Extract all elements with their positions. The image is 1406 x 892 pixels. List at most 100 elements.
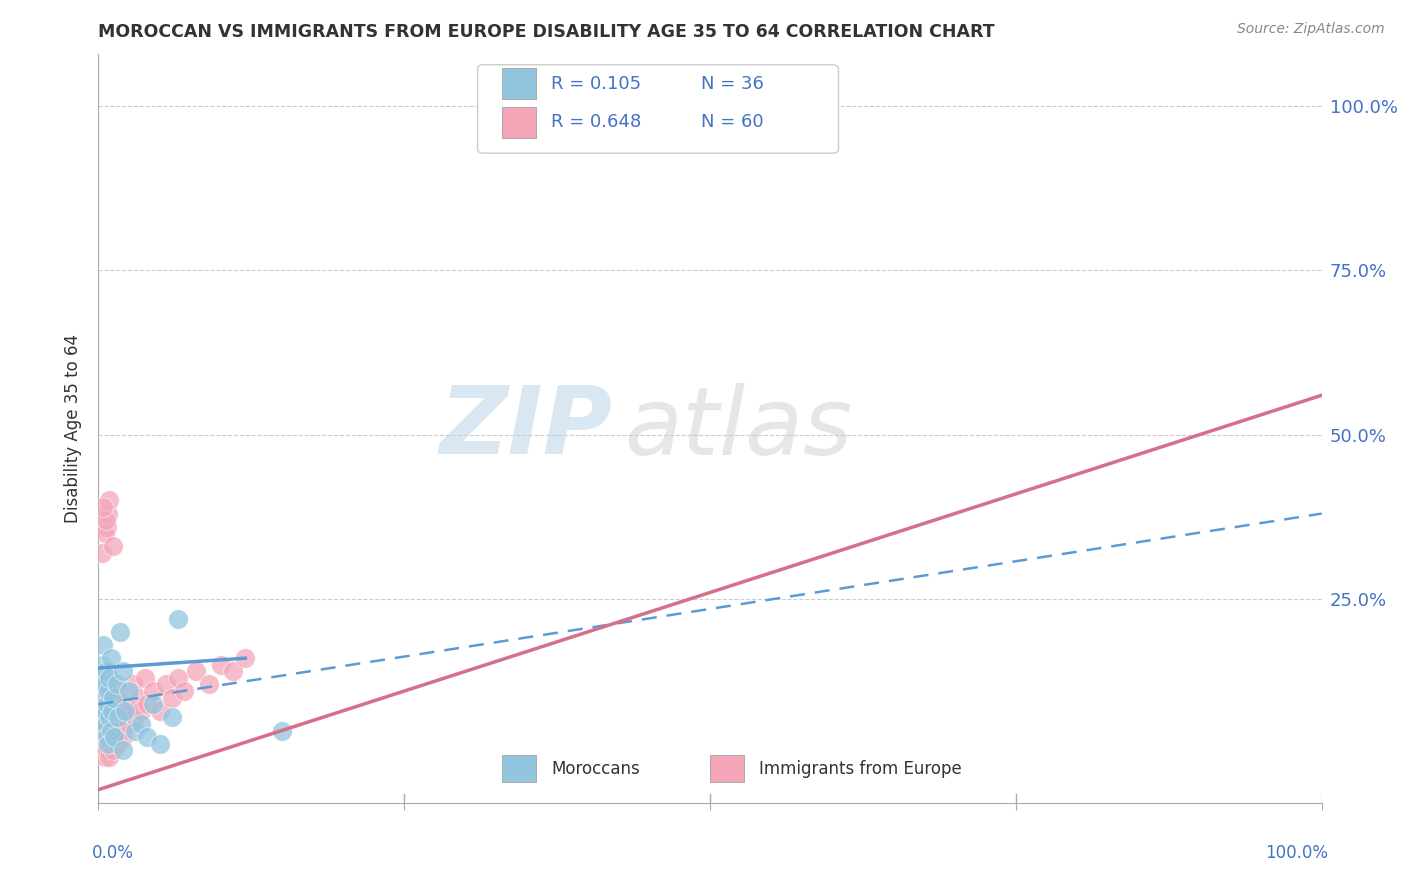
Point [97,507,120,521]
Point [118,684,141,698]
Point [111,730,134,744]
Point [94,717,117,731]
Point [121,677,143,691]
Point [233,651,256,665]
Point [101,723,124,738]
Point [93,723,115,738]
Point [167,612,190,626]
Point [111,704,134,718]
Point [101,540,124,554]
Point [111,665,134,679]
Point [149,737,172,751]
Point [96,730,118,744]
Point [98,671,121,685]
Point [90,730,112,744]
Point [155,677,177,691]
Point [107,710,129,724]
Point [96,743,118,757]
Point [100,690,122,705]
Point [134,671,156,685]
Point [93,723,115,738]
Text: MOROCCAN VS IMMIGRANTS FROM EUROPE DISABILITY AGE 35 TO 64 CORRELATION CHART: MOROCCAN VS IMMIGRANTS FROM EUROPE DISAB… [98,23,995,41]
Point [114,704,136,718]
Point [110,624,132,639]
Point [136,697,159,711]
Point [107,684,129,698]
Text: 0.0%: 0.0% [93,844,134,862]
Point [101,743,124,757]
Point [160,710,183,724]
Point [103,730,125,744]
Point [96,697,118,711]
Point [98,493,121,508]
Point [100,723,122,738]
Text: atlas: atlas [624,383,852,474]
FancyBboxPatch shape [502,107,536,138]
Point [91,737,114,751]
Text: ZIP: ZIP [439,382,612,475]
Point [94,513,117,527]
Point [91,657,114,672]
Text: Source: ZipAtlas.com: Source: ZipAtlas.com [1237,22,1385,37]
Point [197,677,219,691]
Point [91,638,114,652]
Point [91,710,114,724]
Point [105,690,128,705]
Point [93,704,115,718]
Point [91,743,114,757]
Point [91,690,114,705]
Point [101,690,124,705]
Text: Moroccans: Moroccans [551,760,640,778]
Point [104,697,127,711]
Point [91,546,114,560]
Point [101,704,124,718]
Point [97,737,120,751]
Point [209,657,232,672]
Point [142,684,165,698]
Point [90,704,112,718]
FancyBboxPatch shape [710,755,744,781]
Point [142,697,165,711]
Point [101,704,124,718]
Text: Immigrants from Europe: Immigrants from Europe [759,760,962,778]
Text: R = 0.648: R = 0.648 [551,113,641,131]
Point [149,704,172,718]
Point [124,723,146,738]
Point [110,723,132,738]
Point [98,710,121,724]
Point [93,526,115,541]
Point [114,697,136,711]
FancyBboxPatch shape [502,755,536,781]
Point [94,737,117,751]
Point [160,690,183,705]
Point [270,723,294,738]
Y-axis label: Disability Age 35 to 64: Disability Age 35 to 64 [65,334,83,523]
Point [91,704,114,718]
Point [98,710,121,724]
Point [111,743,134,757]
Point [93,677,115,691]
Text: N = 60: N = 60 [702,113,763,131]
Text: R = 0.105: R = 0.105 [551,75,641,93]
Point [98,749,121,764]
Point [93,749,115,764]
Point [96,717,118,731]
Point [94,665,117,679]
Point [173,684,195,698]
FancyBboxPatch shape [502,68,536,99]
Point [91,690,114,705]
Point [90,677,112,691]
FancyBboxPatch shape [478,65,838,153]
Point [103,730,125,744]
Point [93,697,115,711]
Point [97,684,120,698]
Point [94,684,117,698]
Point [96,671,118,685]
Point [129,704,152,718]
Point [97,704,120,718]
Point [89,717,111,731]
Point [136,730,159,744]
Point [127,690,149,705]
Point [105,737,128,751]
Point [96,520,118,534]
